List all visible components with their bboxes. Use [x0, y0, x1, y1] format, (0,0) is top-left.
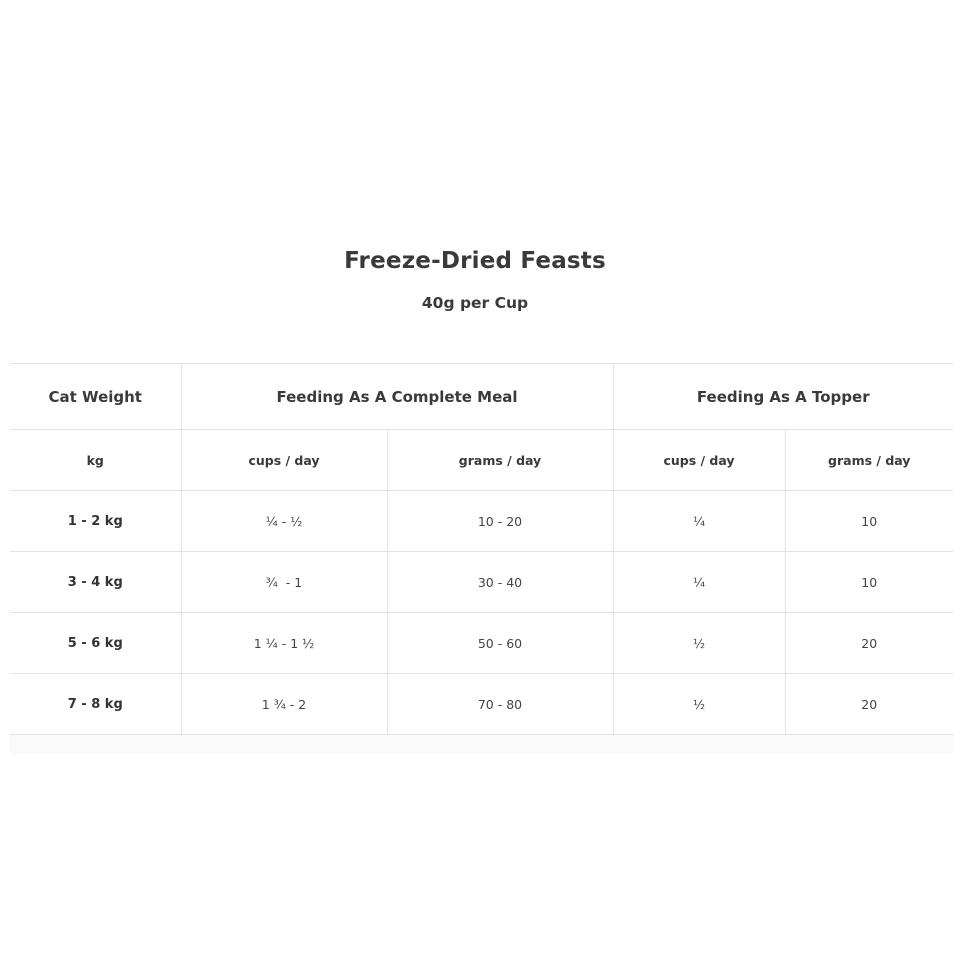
- table-row: 7 - 8 kg 1 ¾ - 2 70 - 80 ½ 20: [10, 673, 953, 735]
- feeding-table: Cat Weight Feeding As A Complete Meal Fe…: [10, 363, 953, 735]
- cell-meal-grams: 70 - 80: [386, 673, 613, 735]
- cell-meal-cups: ¼ - ½: [180, 490, 387, 552]
- cell-meal-grams: 30 - 40: [386, 551, 613, 613]
- cell-topper-grams: 20: [784, 673, 953, 735]
- page-title: Freeze-Dried Feasts: [344, 248, 606, 274]
- cell-topper-grams: 10: [784, 490, 953, 552]
- subheader-topper-grams: grams / day: [784, 429, 953, 491]
- table-row: 1 - 2 kg ¼ - ½ 10 - 20 ¼ 10: [10, 490, 953, 552]
- group-header-row: Cat Weight Feeding As A Complete Meal Fe…: [10, 363, 953, 430]
- header-topper: Feeding As A Topper: [612, 363, 953, 430]
- cell-weight: 1 - 2 kg: [10, 490, 181, 552]
- cell-topper-grams: 10: [784, 551, 953, 613]
- cell-weight: 3 - 4 kg: [10, 551, 181, 613]
- cell-topper-cups: ¼: [612, 490, 785, 552]
- cell-meal-cups: 1 ¼ - 1 ½: [180, 612, 387, 674]
- table-row: 3 - 4 kg ¾ - 1 30 - 40 ¼ 10: [10, 551, 953, 613]
- cell-topper-cups: ½: [612, 673, 785, 735]
- cell-topper-cups: ½: [612, 612, 785, 674]
- header-complete-meal: Feeding As A Complete Meal: [180, 363, 613, 430]
- sub-header-row: kg cups / day grams / day cups / day gra…: [10, 429, 953, 491]
- table-footer-band: [10, 735, 953, 754]
- header-cat-weight: Cat Weight: [10, 363, 181, 430]
- cell-meal-cups: 1 ¾ - 2: [180, 673, 387, 735]
- cell-meal-grams: 50 - 60: [386, 612, 613, 674]
- subheader-meal-grams: grams / day: [386, 429, 613, 491]
- table-row: 5 - 6 kg 1 ¼ - 1 ½ 50 - 60 ½ 20: [10, 612, 953, 674]
- cell-meal-cups: ¾ - 1: [180, 551, 387, 613]
- subheader-topper-cups: cups / day: [612, 429, 785, 491]
- cell-topper-cups: ¼: [612, 551, 785, 613]
- cell-weight: 7 - 8 kg: [10, 673, 181, 735]
- page-subtitle: 40g per Cup: [421, 294, 529, 312]
- cell-weight: 5 - 6 kg: [10, 612, 181, 674]
- subheader-kg: kg: [10, 429, 181, 491]
- cell-topper-grams: 20: [784, 612, 953, 674]
- subheader-meal-cups: cups / day: [180, 429, 387, 491]
- cell-meal-grams: 10 - 20: [386, 490, 613, 552]
